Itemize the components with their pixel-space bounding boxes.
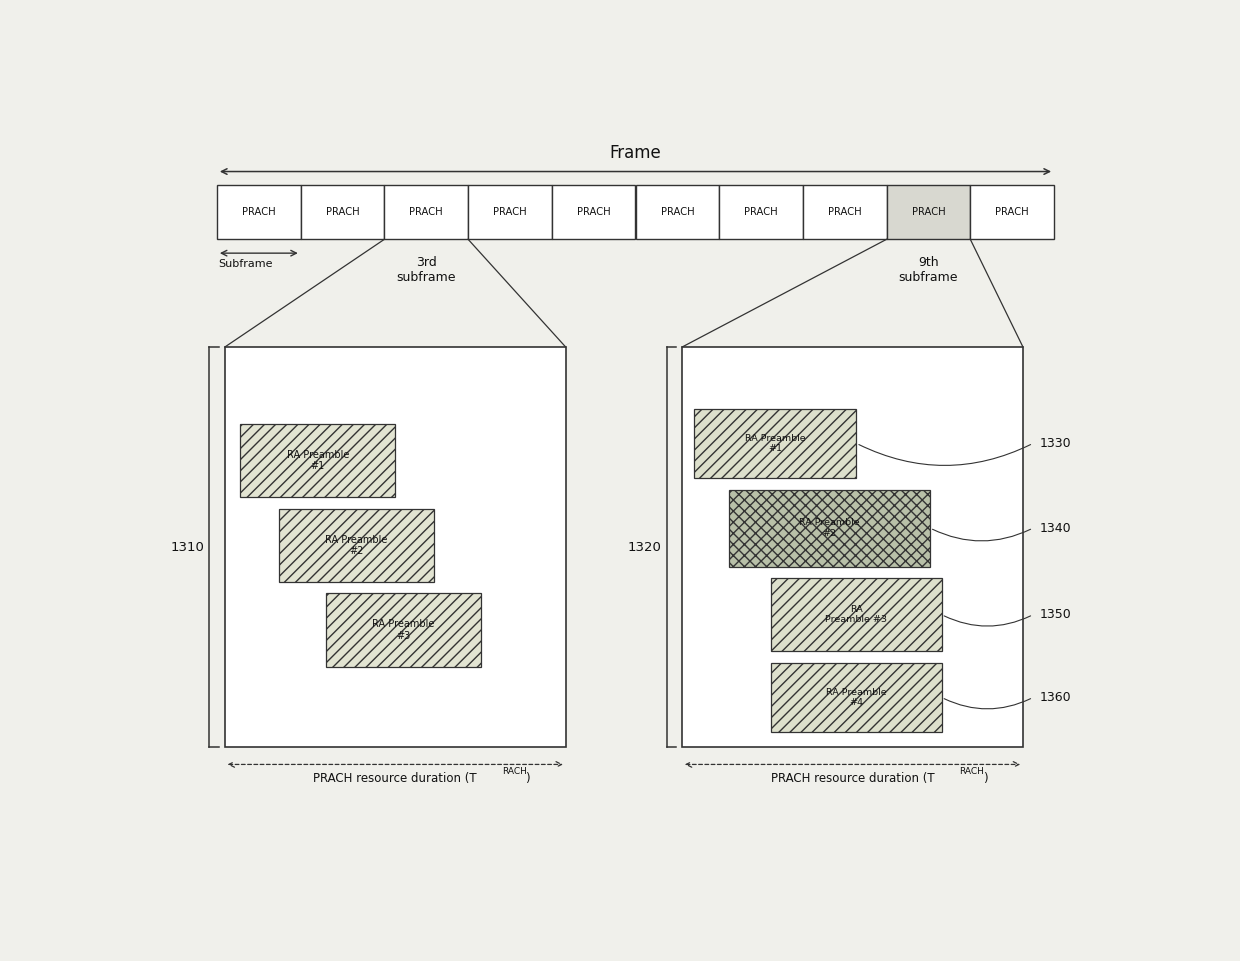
Text: PRACH: PRACH [661,208,694,217]
Text: Subframe: Subframe [218,259,273,269]
Bar [325,594,481,667]
Text: PRACH: PRACH [577,208,610,217]
Bar [384,185,469,239]
Text: RACH: RACH [502,767,527,776]
Bar [469,185,552,239]
Bar [682,347,1023,748]
Bar [804,185,887,239]
Text: 3rd
subframe: 3rd subframe [397,257,456,284]
Bar [971,185,1054,239]
Text: PRACH: PRACH [828,208,862,217]
Text: 9th
subframe: 9th subframe [899,257,959,284]
Text: ): ) [526,772,529,785]
Text: RA Preamble
#4: RA Preamble #4 [826,688,887,707]
Text: PRACH: PRACH [326,208,360,217]
Text: PRACH: PRACH [242,208,275,217]
Text: RA Preamble
#3: RA Preamble #3 [372,619,434,641]
Bar [217,185,300,239]
Text: 1320: 1320 [627,541,662,554]
Text: 1330: 1330 [1040,437,1071,450]
Bar [693,408,857,478]
Text: 1350: 1350 [1040,608,1071,621]
Text: RA Preamble
#2: RA Preamble #2 [799,518,859,538]
Bar [301,185,384,239]
Bar [279,508,434,582]
Text: PRACH resource duration (T: PRACH resource duration (T [771,772,934,785]
Text: RA Preamble
#2: RA Preamble #2 [325,534,388,556]
Bar [729,489,930,567]
Text: PRACH: PRACH [494,208,527,217]
Text: Frame: Frame [610,144,661,162]
Text: RA
Preamble #3: RA Preamble #3 [826,605,888,625]
Text: 1310: 1310 [171,541,205,554]
Bar [771,579,941,652]
Text: PRACH: PRACH [744,208,777,217]
Bar [552,185,635,239]
Bar [771,663,941,732]
Bar [635,185,719,239]
Text: PRACH: PRACH [911,208,945,217]
Bar [241,424,396,497]
Text: RA Preamble
#1: RA Preamble #1 [745,433,805,453]
Bar [887,185,970,239]
Text: RA Preamble
#1: RA Preamble #1 [286,450,348,472]
Text: RACH: RACH [960,767,985,776]
Bar [224,347,565,748]
Text: ): ) [982,772,987,785]
Text: PRACH resource duration (T: PRACH resource duration (T [314,772,477,785]
Text: 1340: 1340 [1040,522,1071,534]
Text: PRACH: PRACH [409,208,443,217]
Bar [719,185,804,239]
Text: 1360: 1360 [1040,691,1071,704]
Text: PRACH: PRACH [996,208,1029,217]
